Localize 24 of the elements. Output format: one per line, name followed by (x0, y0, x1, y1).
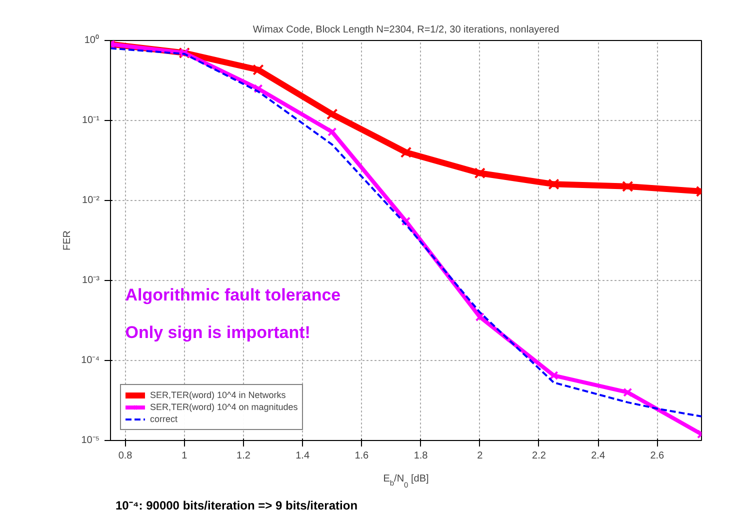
legend-label: SER,TER(word) 10^4 on magnitudes (150, 401, 298, 413)
y-axis-title: FER (62, 230, 74, 250)
y-tick-label: 10⁰ (84, 34, 100, 46)
x-tick-label: 2.4 (591, 450, 606, 462)
y-tick-label: 10⁻¹ (82, 115, 100, 126)
x-tick-label: 1.4 (296, 450, 310, 462)
legend-label: correct (150, 413, 178, 425)
chart-title: Wimax Code, Block Length N=2304, R=1/2, 30 iterations, nonlayered (252, 24, 560, 36)
legend-label: SER,TER(word) 10^4 in Networks (150, 389, 286, 401)
y-tick-label: 10⁻⁴ (81, 355, 100, 366)
x-tick-label: 1.6 (354, 450, 370, 462)
x-tick-label: 2 (477, 450, 484, 462)
text: 10⁻⁴: 90000 bits/iteration => 9 bits/iteration (116, 498, 358, 512)
x-tick-label: 1 (182, 450, 188, 462)
x-tick-label: 0.8 (118, 450, 133, 462)
x-tick-label: 1.8 (414, 450, 428, 462)
y-tick-label: 10⁻² (82, 195, 100, 206)
y-tick-label: 10⁻³ (82, 275, 100, 286)
x-tick-label: 1.2 (236, 450, 251, 462)
x-tick-label: 2.2 (532, 450, 546, 462)
y-tick-label: 10⁻⁵ (81, 435, 100, 446)
x-tick-label: 2.6 (650, 450, 665, 462)
annotation: Only sign is important! (125, 323, 310, 342)
annotation: Algorithmic fault tolerance (125, 286, 341, 305)
